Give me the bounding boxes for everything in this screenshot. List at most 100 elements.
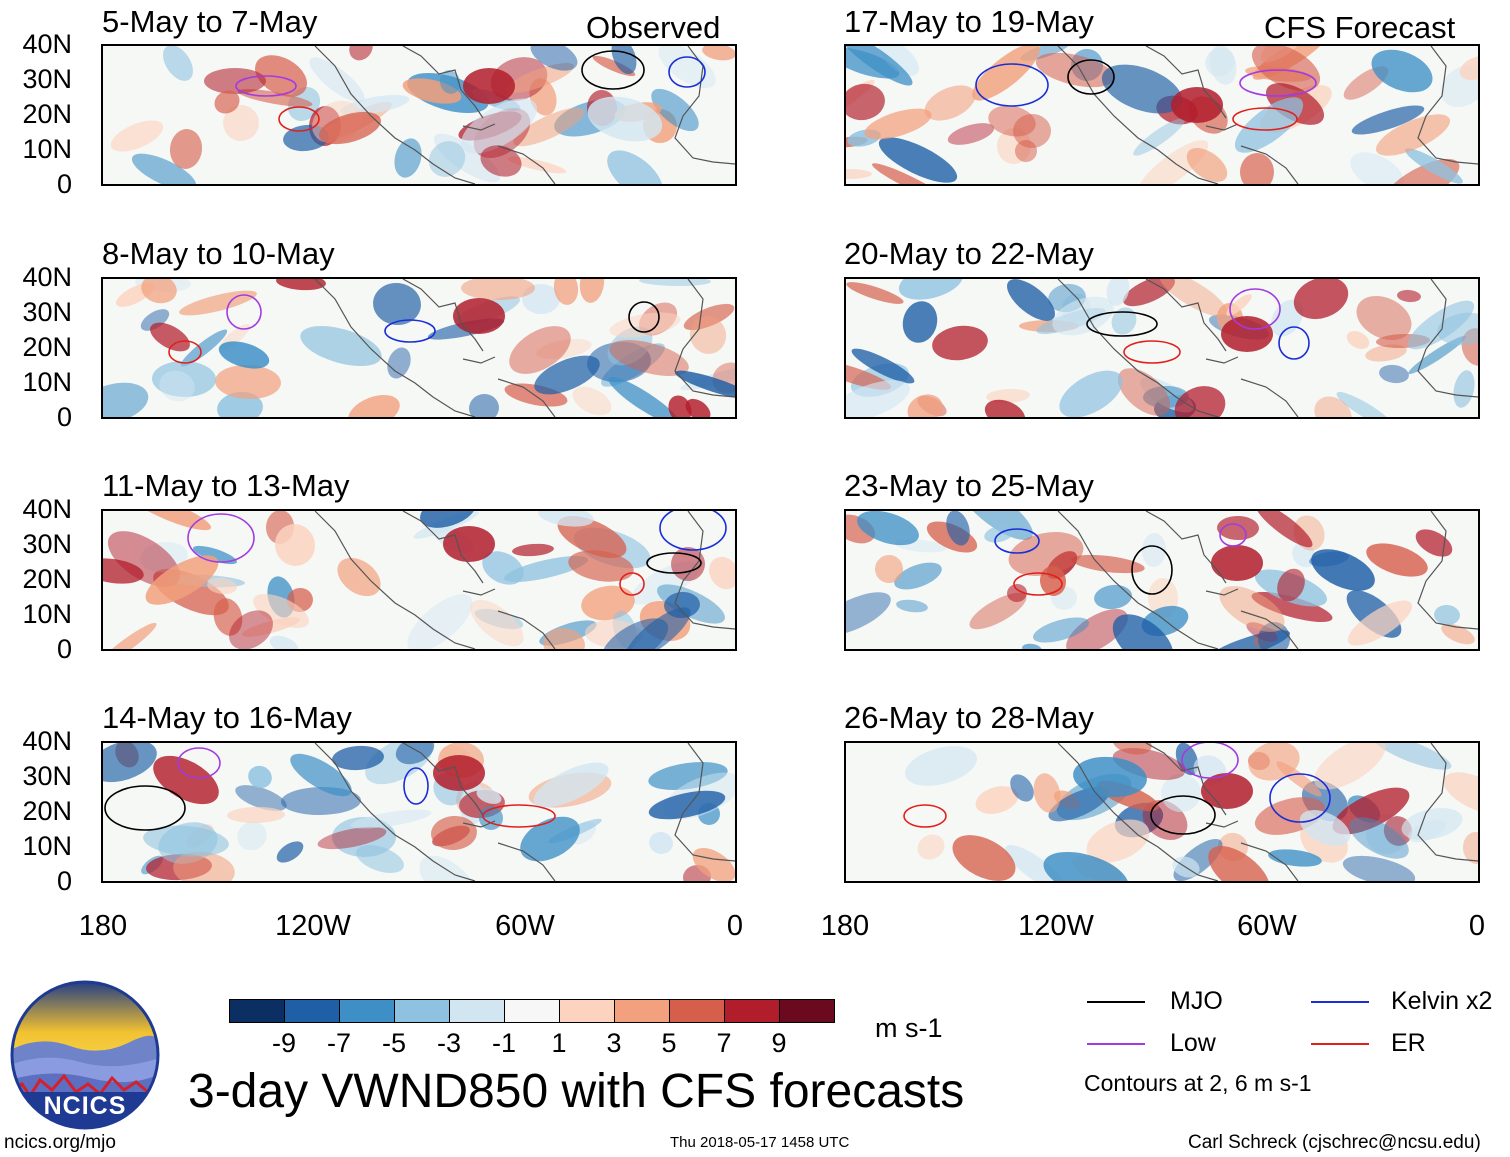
anomaly-region xyxy=(1133,118,1185,156)
anomaly-region xyxy=(607,150,663,184)
anomaly-region xyxy=(1255,511,1313,548)
anomaly-core xyxy=(1171,87,1223,123)
coastline xyxy=(314,511,735,649)
wave-contour xyxy=(384,319,436,343)
anomaly-region xyxy=(702,46,735,61)
map-field xyxy=(846,511,1478,649)
colorbar-swatch xyxy=(229,999,285,1023)
anomaly-region xyxy=(179,290,257,316)
colorbar-tick-label: -1 xyxy=(491,1028,517,1058)
colorbar-swatch xyxy=(669,999,725,1023)
anomaly-region xyxy=(1437,312,1478,346)
anomaly-region xyxy=(513,107,585,147)
anomaly-region xyxy=(1332,787,1410,835)
anomaly-region xyxy=(509,326,571,374)
panel-title: 14-May to 16-May xyxy=(102,700,352,735)
anomaly-region xyxy=(648,761,728,791)
anomaly-region xyxy=(218,341,270,369)
panel-tag-forecast: CFS Forecast xyxy=(1264,10,1456,45)
panel-title: 11-May to 13-May xyxy=(102,468,350,503)
map-panel-4 xyxy=(844,277,1480,419)
legend-line-er xyxy=(1311,1043,1369,1045)
anomaly-region xyxy=(506,63,574,93)
anomaly-region xyxy=(253,593,309,629)
anomaly-region xyxy=(1048,786,1110,822)
y-tick-label: 10N xyxy=(22,599,72,629)
anomaly-region xyxy=(972,46,1040,101)
x-tick-label: 180 xyxy=(820,910,870,942)
anomaly-region xyxy=(274,524,316,566)
anomaly-region xyxy=(1174,386,1226,417)
footer-timestamp: Thu 2018-05-17 1458 UTC xyxy=(670,1134,850,1151)
anomaly-region xyxy=(235,785,287,811)
anomaly-region xyxy=(317,826,387,850)
wave-contour xyxy=(628,301,660,333)
anomaly-region xyxy=(349,46,373,61)
anomaly-region xyxy=(348,394,400,417)
y-tick-label: 20N xyxy=(22,564,72,594)
anomaly-region xyxy=(947,123,995,145)
anomaly-region xyxy=(480,145,522,177)
anomaly-region xyxy=(846,83,885,121)
anomaly-region xyxy=(290,753,352,797)
wave-contour xyxy=(975,63,1049,107)
anomaly-region xyxy=(846,169,872,179)
anomaly-region xyxy=(601,618,669,649)
anomaly-region xyxy=(553,279,579,305)
wave-contour xyxy=(177,747,221,779)
panel-tag-observed: Observed xyxy=(586,10,721,45)
anomaly-region xyxy=(1010,774,1034,802)
colorbar-swatch xyxy=(724,999,780,1023)
anomaly-region xyxy=(215,364,281,400)
anomaly-region xyxy=(534,355,600,395)
anomaly-region xyxy=(946,511,970,546)
wave-contour xyxy=(1067,59,1115,95)
anomaly-region xyxy=(851,348,915,384)
anomaly-region xyxy=(1117,368,1171,416)
anomaly-region xyxy=(356,845,404,873)
footer-author: Carl Schreck (cjschrec@ncsu.edu) xyxy=(1188,1132,1481,1153)
anomaly-region xyxy=(1035,52,1115,88)
anomaly-region xyxy=(130,511,212,531)
anomaly-region xyxy=(300,325,382,367)
anomaly-region xyxy=(461,279,535,300)
legend-label-kelvin: Kelvin x2 xyxy=(1391,987,1493,1015)
anomaly-region xyxy=(159,370,195,402)
anomaly-region xyxy=(1365,344,1407,362)
anomaly-region xyxy=(103,382,149,417)
anomaly-region xyxy=(1086,819,1150,863)
colorbar-unit: m s-1 xyxy=(875,1013,943,1043)
anomaly-region xyxy=(504,555,588,583)
anomaly-region xyxy=(460,98,538,154)
y-tick-label: 0 xyxy=(56,402,72,432)
map-panel-7 xyxy=(101,741,737,883)
anomaly-region xyxy=(350,809,432,829)
anomaly-region xyxy=(470,599,524,647)
anomaly-region xyxy=(1217,515,1259,541)
wave-contour xyxy=(482,804,556,828)
footer-url: ncics.org/mjo xyxy=(4,1132,116,1153)
anomaly-region xyxy=(543,627,585,649)
anomaly-region xyxy=(407,594,473,649)
anomaly-region xyxy=(110,120,164,152)
anomaly-region xyxy=(153,755,219,805)
anomaly-region xyxy=(846,282,904,304)
colorbar-tick-label: -3 xyxy=(436,1028,462,1058)
coastline xyxy=(314,279,735,417)
anomaly-region xyxy=(648,790,726,820)
map-field xyxy=(903,743,1478,881)
anomaly-region xyxy=(340,95,410,115)
anomaly-region xyxy=(1013,113,1051,149)
colorbar-tick-label: -7 xyxy=(326,1028,352,1058)
colorbar-swatch xyxy=(504,999,560,1023)
map-panel-8 xyxy=(844,741,1480,883)
anomaly-region xyxy=(1005,845,1065,881)
anomaly-region xyxy=(846,46,913,86)
x-tick-label: 60W xyxy=(1237,910,1297,942)
anomaly-region xyxy=(227,806,285,824)
anomaly-region xyxy=(1240,153,1274,184)
anomaly-region xyxy=(1434,604,1460,626)
wave-contour xyxy=(619,572,645,596)
anomaly-region xyxy=(193,545,237,565)
anomaly-region xyxy=(103,622,157,649)
